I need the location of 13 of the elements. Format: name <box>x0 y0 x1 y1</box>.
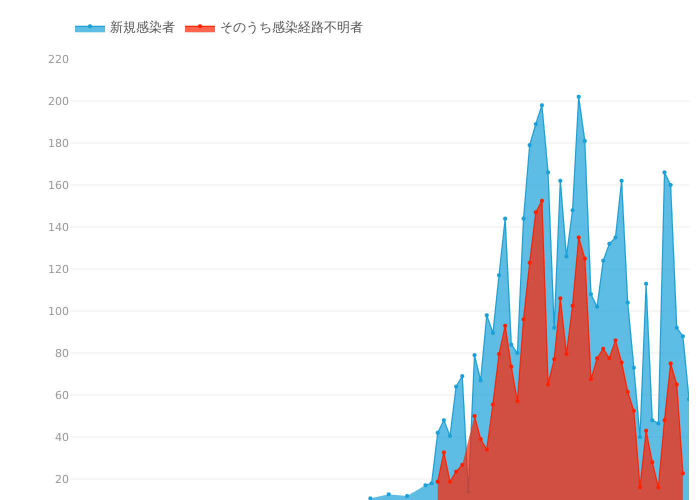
y-tick-label: 120 <box>48 262 69 276</box>
y-tick-label: 60 <box>55 388 69 402</box>
y-tick-label: 40 <box>55 430 69 444</box>
y-tick-label: 200 <box>48 94 69 108</box>
y-tick-label: 100 <box>48 304 69 318</box>
y-tick-label: 160 <box>48 178 69 192</box>
y-tick-label: 20 <box>55 472 69 486</box>
legend-label: そのうち感染経路不明者 <box>220 20 363 36</box>
legend-label: 新規感染者 <box>110 20 175 36</box>
y-tick-label: 140 <box>48 220 69 234</box>
y-tick-label: 180 <box>48 136 69 150</box>
y-tick-label: 80 <box>55 346 69 360</box>
y-tick-label: 220 <box>48 52 69 66</box>
